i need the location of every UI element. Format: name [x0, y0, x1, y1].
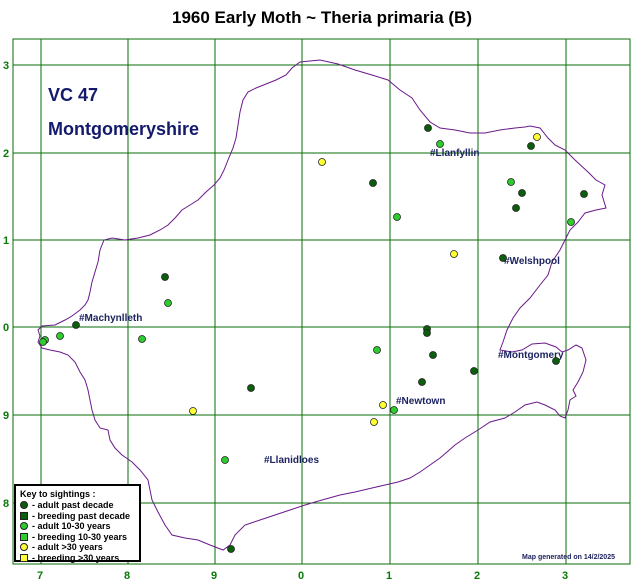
sighting-adult-over-30	[533, 133, 541, 141]
sighting-adult-past-decade	[470, 367, 478, 375]
legend-symbol-adult-over-30	[20, 543, 28, 552]
sighting-adult-past-decade	[580, 190, 588, 198]
sighting-adult-past-decade	[512, 204, 520, 212]
vc-name: Montgomeryshire	[48, 119, 199, 139]
map-title: 1960 Early Moth ~ Theria primaria (B)	[172, 8, 472, 27]
sighting-adult-10-30	[56, 332, 64, 340]
sighting-adult-10-30	[390, 406, 398, 414]
legend-symbol-breeding-past-decade	[20, 511, 28, 520]
sighting-adult-10-30	[436, 140, 444, 148]
legend-label: - adult >30 years	[32, 542, 103, 553]
y-tick-label: 8	[3, 498, 9, 510]
sighting-adult-past-decade	[369, 179, 377, 187]
legend-label: - breeding 10-30 years	[32, 531, 128, 542]
town-label-machynlleth: #Machynlleth	[79, 313, 142, 324]
town-label-newtown: #Newtown	[396, 396, 445, 407]
sighting-adult-over-30	[450, 250, 458, 258]
sighting-adult-over-30	[318, 158, 326, 166]
sighting-adult-past-decade	[72, 321, 80, 329]
legend-label: - adult 10-30 years	[32, 521, 111, 532]
legend-item: - adult 10-30 years	[20, 521, 135, 532]
sighting-adult-past-decade	[499, 254, 507, 262]
town-label-montgomery: #Montgomery	[498, 350, 564, 361]
legend-label: - breeding past decade	[32, 510, 131, 521]
town-label-llanfyllin: #Llanfyllin	[430, 148, 479, 159]
legend-title: Key to sightings :	[20, 489, 96, 499]
y-tick-label: 2	[3, 148, 9, 160]
vc-code: VC 47	[48, 85, 98, 105]
sightings	[39, 124, 588, 553]
sighting-adult-over-30	[189, 407, 197, 415]
sighting-adult-past-decade	[527, 142, 535, 150]
generated-credit: Map generated on 14/2/2025	[522, 554, 615, 561]
y-tick-label: 3	[3, 60, 9, 72]
sighting-adult-10-30	[164, 299, 172, 307]
sighting-adult-past-decade	[227, 545, 235, 553]
x-tick-label: 0	[298, 570, 304, 582]
x-tick-label: 2	[474, 570, 480, 582]
sighting-adult-past-decade	[424, 124, 432, 132]
sighting-adult-past-decade	[161, 273, 169, 281]
sighting-adult-past-decade	[552, 357, 560, 365]
legend-item: - adult past decade	[20, 500, 135, 511]
x-tick-label: 1	[386, 570, 392, 582]
legend-label: - breeding >30 years	[32, 552, 120, 563]
county-boundary	[37, 59, 607, 551]
sighting-adult-past-decade	[423, 329, 431, 337]
sighting-adult-10-30	[138, 335, 146, 343]
town-label-welshpool: #Welshpool	[504, 256, 560, 267]
sighting-adult-past-decade	[418, 378, 426, 386]
legend-item: - breeding past decade	[20, 511, 135, 522]
legend-symbol-adult-10-30	[20, 522, 28, 531]
y-tick-label: 0	[3, 322, 9, 334]
legend-symbol-breeding-over-30	[20, 553, 28, 562]
y-tick-label: 9	[3, 410, 9, 422]
legend-symbol-breeding-10-30	[20, 532, 28, 541]
legend-symbol-adult-past-decade	[20, 501, 28, 510]
y-tick-label: 1	[3, 235, 9, 247]
x-tick-label: 7	[37, 570, 43, 582]
x-tick-label: 8	[124, 570, 130, 582]
legend-label: - adult past decade	[32, 500, 114, 511]
legend-item: - breeding 10-30 years	[20, 532, 135, 543]
sightings-legend: Key to sightings : - adult past decade -…	[14, 484, 141, 564]
sighting-adult-over-30	[379, 401, 387, 409]
sighting-adult-10-30	[221, 456, 229, 464]
sighting-adult-10-30	[373, 346, 381, 354]
sighting-adult-past-decade	[429, 351, 437, 359]
map-frame	[12, 38, 631, 565]
x-tick-label: 9	[211, 570, 217, 582]
sighting-adult-past-decade	[518, 189, 526, 197]
sighting-adult-10-30	[39, 338, 47, 346]
town-label-llanidloes: #Llanidloes	[264, 455, 319, 466]
sighting-adult-10-30	[393, 213, 401, 221]
x-tick-label: 3	[562, 570, 568, 582]
sighting-adult-past-decade	[247, 384, 255, 392]
sighting-adult-over-30	[370, 418, 378, 426]
grid-lines	[13, 39, 630, 564]
legend-item: - adult >30 years	[20, 542, 135, 553]
sighting-adult-10-30	[567, 218, 575, 226]
sighting-adult-10-30	[507, 178, 515, 186]
legend-item: - breeding >30 years	[20, 553, 135, 564]
